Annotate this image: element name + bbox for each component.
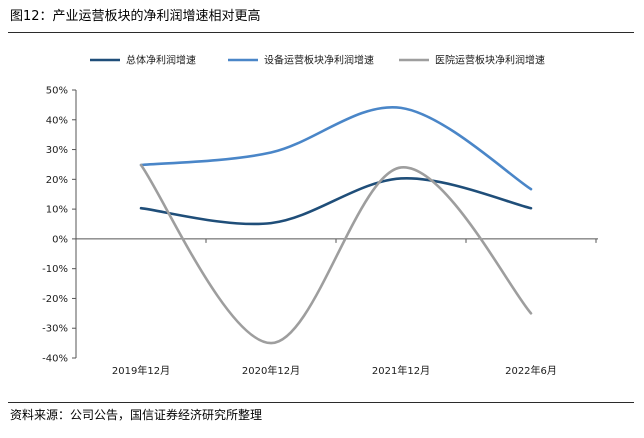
y-tick-label: -10%	[42, 264, 68, 275]
x-tick-label: 2022年6月	[505, 364, 557, 377]
y-tick-label: 50%	[46, 86, 68, 97]
legend-label-2: 设备运营板块净利润增速	[264, 54, 374, 67]
y-tick-label: 0%	[52, 234, 68, 245]
source-note: 资料来源：公司公告，国信证券经济研究所整理	[10, 408, 263, 422]
legend-label-3: 医院运营板块净利润增速	[435, 54, 545, 67]
title-rule	[8, 32, 634, 33]
y-tick-label: -20%	[42, 294, 68, 305]
x-tick-label: 2020年12月	[242, 364, 300, 377]
y-tick-label: -30%	[42, 324, 68, 335]
source-rule	[8, 402, 634, 403]
x-tick-label: 2021年12月	[372, 364, 430, 377]
y-tick-label: 20%	[46, 175, 68, 186]
series-line-3	[139, 163, 533, 345]
y-tick-label: -40%	[42, 354, 68, 365]
axes: -40% -30% -20% -10% 0% 10% 20% 30% 40% 50% 2019年12…	[42, 86, 598, 377]
y-tick-label: 40%	[46, 115, 68, 126]
series-line-1	[139, 177, 533, 226]
series-lines	[139, 105, 533, 345]
line-chart: 总体净利润增速 设备运营板块净利润增速 医院运营板块净利润增速 -40% -30% -2…	[42, 54, 598, 377]
series-line-2	[139, 105, 533, 191]
legend-label-1: 总体净利润增速	[126, 54, 196, 67]
legend: 总体净利润增速 设备运营板块净利润增速 医院运营板块净利润增速	[90, 54, 545, 67]
chart-title: 图12：产业运营板块的净利润增速相对更高	[10, 9, 261, 24]
y-tick-label: 30%	[46, 145, 68, 156]
y-tick-label: 10%	[46, 205, 68, 216]
x-tick-label: 2019年12月	[112, 364, 170, 377]
